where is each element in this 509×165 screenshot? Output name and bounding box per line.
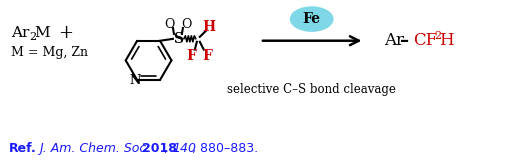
Ellipse shape: [289, 6, 333, 32]
Text: S: S: [173, 32, 183, 46]
Text: CF: CF: [412, 32, 437, 49]
Text: selective C–S bond cleavage: selective C–S bond cleavage: [227, 83, 395, 96]
Text: ,: ,: [163, 142, 171, 155]
Text: F: F: [186, 49, 195, 63]
Text: H: H: [202, 20, 215, 34]
Text: O: O: [181, 18, 192, 31]
Text: Fe: Fe: [302, 12, 320, 26]
Text: N: N: [129, 74, 140, 87]
Text: –: –: [399, 32, 408, 50]
Text: , 880–883.: , 880–883.: [192, 142, 258, 155]
Text: 2018: 2018: [142, 142, 176, 155]
Text: +: +: [59, 24, 73, 42]
Text: Ref.: Ref.: [9, 142, 37, 155]
Text: Ar: Ar: [11, 26, 30, 40]
Text: 140: 140: [172, 142, 196, 155]
Text: F: F: [202, 49, 211, 63]
Text: 2: 2: [433, 31, 440, 41]
Text: H: H: [438, 32, 453, 49]
Text: O: O: [163, 18, 174, 31]
Text: J. Am. Chem. Soc.: J. Am. Chem. Soc.: [39, 142, 150, 155]
Text: Ar: Ar: [384, 32, 404, 49]
Text: M = Mg, Zn: M = Mg, Zn: [11, 46, 88, 59]
Text: 2: 2: [29, 32, 36, 42]
Text: M: M: [34, 26, 50, 40]
